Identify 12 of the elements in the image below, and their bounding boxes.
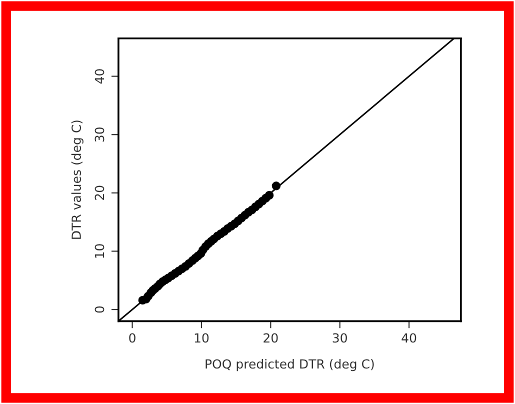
x-axis-title: POQ predicted DTR (deg C) [206,358,374,372]
x-tick-label: 20 [264,333,278,343]
y-axis-title: DTR values (deg C) [71,120,84,239]
x-tick-label: 0 [129,333,136,343]
y-tick-label: 20 [94,186,104,200]
x-tick-label: 40 [402,333,416,343]
x-tick-label: 30 [332,333,347,343]
y-tick-label: 0 [94,306,104,313]
x-tick-label: 10 [194,333,209,343]
y-tick-label: 30 [94,127,104,142]
y-tick-label: 40 [94,69,104,84]
y-tick-label: 10 [94,244,104,258]
